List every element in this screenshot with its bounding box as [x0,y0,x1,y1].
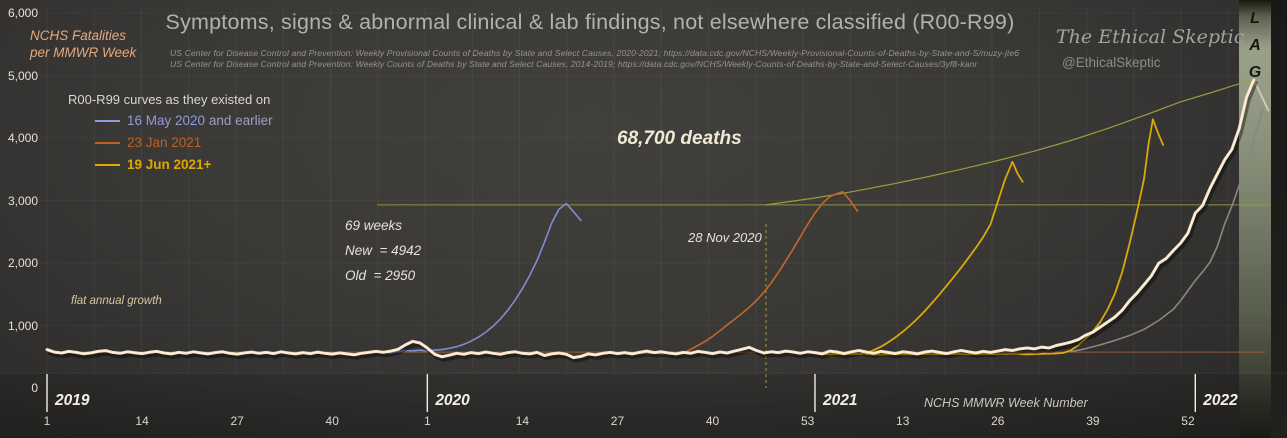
y-tick-label: 3,000 [7,193,38,208]
year-label-2022: 2022 [1203,392,1238,409]
curve-current-descent [1252,78,1270,112]
year-label-2021: 2021 [822,392,858,409]
curve-asof-23jan2021 [623,191,859,355]
trend-rising [765,78,1254,206]
week-tick-label: 52 [1181,414,1195,428]
curve-current-shadow [47,80,1258,363]
week-tick-label: 14 [515,414,530,428]
source-citation-1: US Center for Disease Control and Preven… [170,48,1020,58]
y-axis-title: NCHS Fatalities per MMWR Week [30,27,136,61]
curve-asof-19jun2021-a [821,160,1024,356]
lag-label: L A G [1242,5,1268,86]
legend-label-23jan2021: 23 Jan 2021 [127,135,202,150]
week-tick-label: 40 [705,414,720,428]
y-tick-label: 0 [31,381,38,395]
lag-letter-a: A [1249,37,1261,54]
curve-current-core [46,79,1255,359]
week-tick-label: 53 [800,414,815,428]
week-tick-label: 40 [325,414,339,428]
flat-growth-label: flat annual growth [71,295,162,307]
watermark-handle: @EthicalSkeptic [1062,55,1161,70]
source-citation-2: US Center for Disease Control and Preven… [170,59,978,69]
week-tick-label: 39 [1086,414,1100,428]
y-axis-title-line2: per MMWR Week [30,45,137,60]
axis-area-shade [0,373,1287,438]
week-tick-label: 26 [991,414,1005,428]
right-edge-strip [1271,0,1287,438]
y-tick-label: 5,000 [7,68,38,83]
week-tick-label: 27 [230,414,244,428]
y-tick-label: 1,000 [7,318,38,333]
legend-item-23jan2021: 23 Jan 2021 [127,135,201,150]
y-tick-label: 6,000 [7,6,38,20]
week-tick-label: 14 [135,414,149,428]
legend-label-16may2020: 16 May 2020 [127,113,206,128]
watermark-name: The Ethical Skeptic [1056,26,1245,48]
legend-line-19jun2021 [95,164,120,166]
y-axis-title-line1: NCHS Fatalities [30,28,127,43]
week-tick-label: 27 [610,414,625,428]
x-axis-title: NCHS MMWR Week Number [924,396,1088,410]
curve-asof-16may2020 [382,202,582,354]
curve-lag-shadow [1070,109,1264,353]
year-label-2020: 2020 [435,392,470,409]
legend-item-16may2020: 16 May 2020 and earlier [127,113,273,128]
legend-line-16may2020 [95,120,120,122]
legend-header: R00-R99 curves as they existed on [68,92,271,107]
lag-letter-l: L [1250,10,1260,27]
deaths-annotation: 68,700 deaths [617,128,742,149]
legend-label-and-earlier: and earlier [205,113,273,128]
date-marker-label: 28 Nov 2020 [688,230,762,245]
chart-title: Symptoms, signs & abnormal clinical & la… [165,10,1015,34]
curve-asof-19jun2021-b [865,118,1164,356]
legend-line-23jan2021 [95,142,120,144]
week-tick-label: 13 [896,414,910,428]
year-label-2019: 2019 [55,392,90,409]
y-tick-label: 4,000 [7,131,38,145]
week-tick-label: 1 [423,414,431,428]
lag-letter-g: G [1248,64,1262,81]
week-tick-label: 1 [43,414,51,428]
y-tick-label: 2,000 [7,256,38,270]
weeks-comparison-annotation: 69 weeks New = 4942 Old = 2950 [345,218,422,283]
legend-item-19jun2021: 19 Jun 2021+ [127,157,211,172]
lag-zone-band [1239,0,1271,438]
legend-label-19jun2021: 19 Jun 2021+ [127,157,212,172]
